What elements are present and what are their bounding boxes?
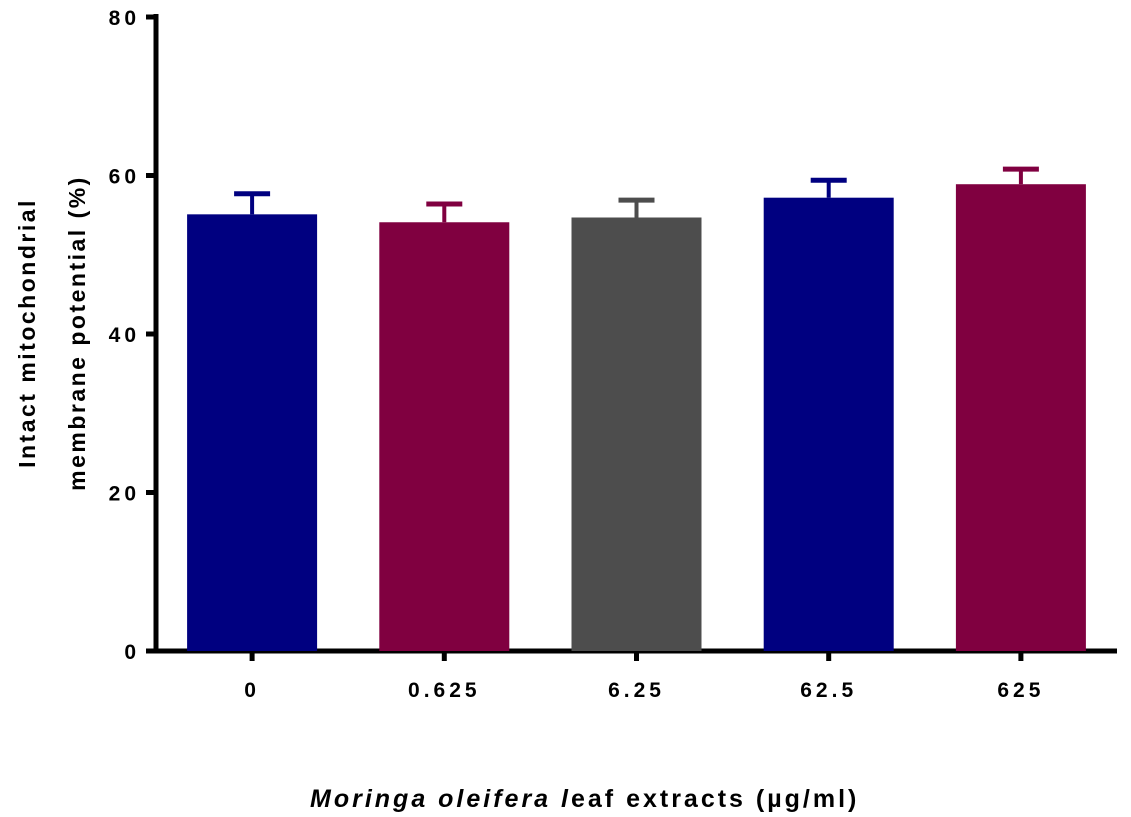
x-axis-label-symbol: µ [767,785,784,813]
x-axis-label: Moringa oleifera leaf extracts (µg/ml) [310,785,859,813]
bar [763,197,894,651]
y-tick-label: 20 [109,483,140,506]
bar [187,214,318,651]
x-tick-label: 0 [244,679,260,702]
x-axis-label-unit: g/ml) [785,785,860,813]
x-tick-label: 625 [997,679,1044,702]
bar [955,184,1086,651]
y-ticks: 0 20 40 60 80 [109,7,156,664]
bar [571,217,702,651]
x-axis-label-text: eaf extracts ( [571,785,767,813]
x-ticks: 0 0.625 6.25 62.5 625 [244,651,1044,702]
y-axis-label-line2: membrane potential (%) [64,175,90,491]
y-tick-label: 40 [109,324,140,347]
bars [187,166,1086,651]
y-tick-label: 0 [124,641,140,664]
y-axis-label-line1: Intact mitochondrial [14,198,40,468]
x-axis-label-italic: Moringa oleifera l [310,785,571,813]
x-tick-label: 6.25 [608,679,665,702]
x-tick-label: 62.5 [800,679,857,702]
x-tick-label: 0.625 [408,679,481,702]
y-tick-label: 80 [109,7,140,30]
y-tick-label: 60 [109,166,140,189]
bar [379,222,510,651]
